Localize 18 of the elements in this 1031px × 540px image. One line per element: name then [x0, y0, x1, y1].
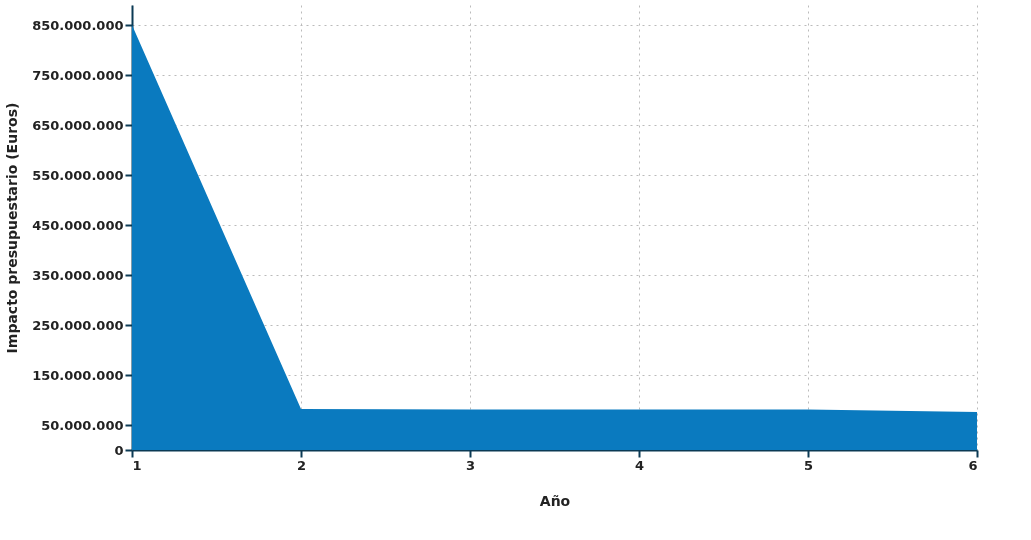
y-axis-title: Impacto presupuestario (Euros) — [4, 102, 21, 354]
y-tick-label: 650.000.000 — [32, 117, 124, 133]
y-tick-label: 150.000.000 — [32, 367, 124, 383]
x-tick-label: 3 — [465, 457, 476, 473]
x-tick-label: 6 — [968, 457, 978, 473]
x-axis-title: Año — [539, 492, 571, 509]
x-tick-label: 4 — [634, 457, 645, 473]
y-tick-label: 450.000.000 — [32, 217, 124, 233]
y-tick-label: 550.000.000 — [32, 167, 124, 183]
x-tick-label: 5 — [803, 457, 814, 473]
y-tick-label: 50.000.000 — [41, 417, 124, 433]
y-tick-label: 750.000.000 — [32, 67, 124, 83]
x-tick-label: 1 — [132, 457, 142, 473]
x-tick-label: 2 — [296, 457, 307, 473]
y-tick-label: 250.000.000 — [32, 317, 124, 333]
y-tick-label: 350.000.000 — [32, 267, 124, 283]
y-tick-label: 0 — [114, 442, 124, 458]
y-tick-label: 850.000.000 — [32, 17, 124, 33]
